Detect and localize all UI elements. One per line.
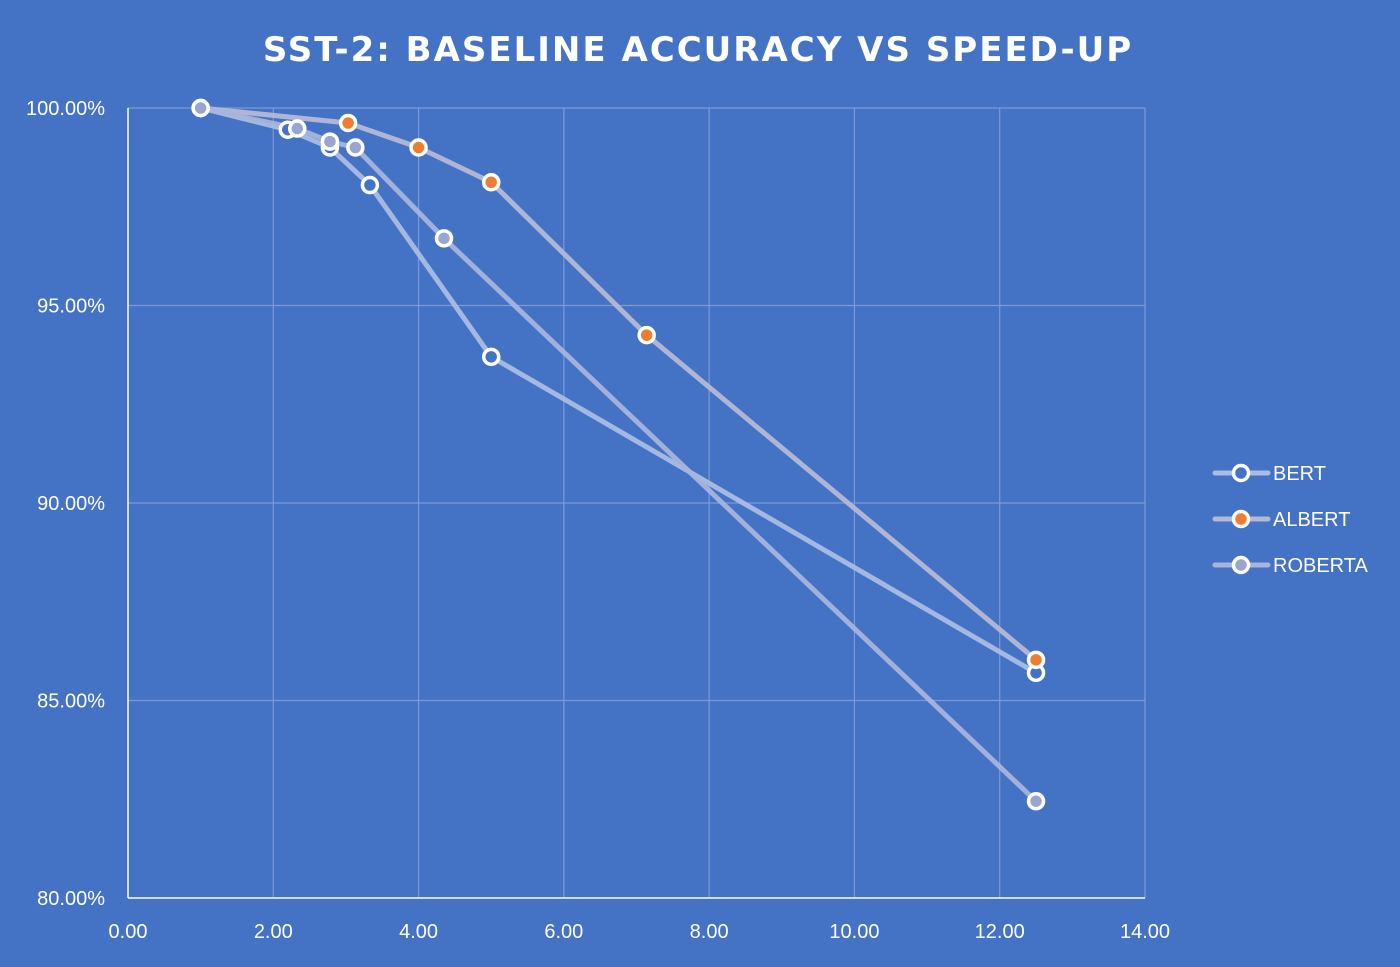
data-point-roberta <box>1026 791 1046 811</box>
data-point-albert <box>338 113 358 133</box>
series-line-bert <box>198 105 1039 676</box>
x-tick-label: 6.00 <box>544 921 583 943</box>
data-point-albert <box>637 325 656 345</box>
y-tick-label: 90.00% <box>37 493 105 515</box>
y-tick-label: 100.00% <box>26 98 105 120</box>
legend-entry-bert: BERT <box>1212 463 1326 485</box>
y-tick-label: 80.00% <box>37 888 105 910</box>
legend-entry-albert: ALBERT <box>1212 509 1350 531</box>
data-point-roberta <box>346 138 365 157</box>
x-tick-label: 2.00 <box>254 921 293 943</box>
y-tick-label: 85.00% <box>37 691 105 713</box>
data-point-albert <box>481 173 501 192</box>
legend-label: ROBERTA <box>1273 555 1368 577</box>
data-point-roberta <box>434 229 454 248</box>
chart-title: SST-2: BASELINE ACCURACY VS SPEED-UP <box>263 30 1133 70</box>
data-point-roberta <box>320 132 340 151</box>
legend-label: BERT <box>1273 463 1326 485</box>
legend-swatch-marker <box>1231 509 1251 529</box>
data-point-albert <box>409 138 428 157</box>
legend: BERT ALBERT ROBERTA <box>1212 463 1368 577</box>
data-point-albert <box>1026 650 1046 670</box>
x-tick-label: 14.00 <box>1120 921 1170 943</box>
x-tick-label: 4.00 <box>399 921 438 943</box>
series-line-roberta <box>198 105 1039 804</box>
legend-swatch-marker <box>1231 555 1251 575</box>
legend-swatch-marker <box>1231 463 1251 483</box>
axis-layer: 0.00 2.00 4.00 6.00 8.00 10.00 12.00 14.00 80.00… <box>26 98 1170 943</box>
x-tick-label: 12.00 <box>975 921 1025 943</box>
data-point-roberta <box>288 119 307 138</box>
data-point-bert <box>360 175 380 195</box>
y-tick-label: 95.00% <box>37 296 105 318</box>
x-tick-label: 8.00 <box>690 921 729 943</box>
x-tick-label: 10.00 <box>829 921 879 943</box>
grid-layer <box>128 107 1146 898</box>
x-tick-label: 0.00 <box>109 921 148 943</box>
legend-label: ALBERT <box>1273 509 1350 531</box>
series-layer <box>191 98 1046 811</box>
series-line-albert <box>198 105 1039 663</box>
data-point-roberta <box>191 98 210 118</box>
legend-entry-roberta: ROBERTA <box>1212 555 1368 577</box>
data-point-bert <box>481 347 501 367</box>
